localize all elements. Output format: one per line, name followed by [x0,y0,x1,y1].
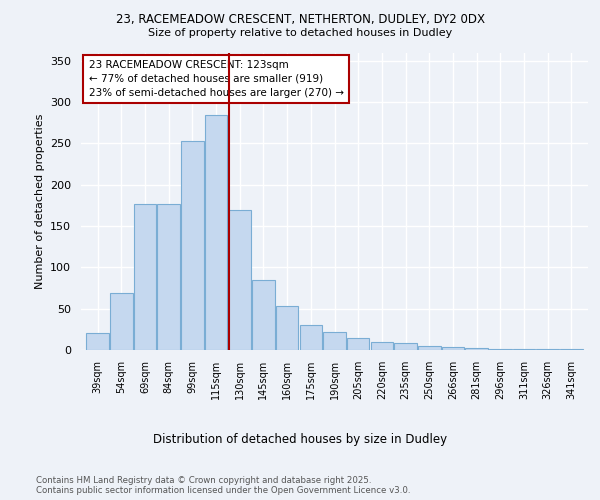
Bar [442,346,464,350]
Bar [181,141,203,350]
Bar [134,204,156,350]
Bar [110,293,133,350]
Bar [418,346,440,350]
Bar [513,349,535,350]
Bar [157,204,180,350]
Bar [489,349,512,350]
Bar [299,325,322,350]
Bar [252,280,275,350]
Text: 23, RACEMEADOW CRESCENT, NETHERTON, DUDLEY, DY2 0DX: 23, RACEMEADOW CRESCENT, NETHERTON, DUDL… [115,12,485,26]
Bar [205,116,227,350]
Bar [466,348,488,350]
Text: Distribution of detached houses by size in Dudley: Distribution of detached houses by size … [153,432,447,446]
Y-axis label: Number of detached properties: Number of detached properties [35,114,44,289]
Bar [347,338,370,350]
Bar [276,306,298,350]
Bar [229,210,251,350]
Bar [394,344,417,350]
Text: Size of property relative to detached houses in Dudley: Size of property relative to detached ho… [148,28,452,38]
Bar [560,349,583,350]
Bar [536,349,559,350]
Text: Contains HM Land Registry data © Crown copyright and database right 2025.
Contai: Contains HM Land Registry data © Crown c… [36,476,410,495]
Bar [371,342,393,350]
Text: 23 RACEMEADOW CRESCENT: 123sqm
← 77% of detached houses are smaller (919)
23% of: 23 RACEMEADOW CRESCENT: 123sqm ← 77% of … [89,60,344,98]
Bar [323,332,346,350]
Bar [86,334,109,350]
